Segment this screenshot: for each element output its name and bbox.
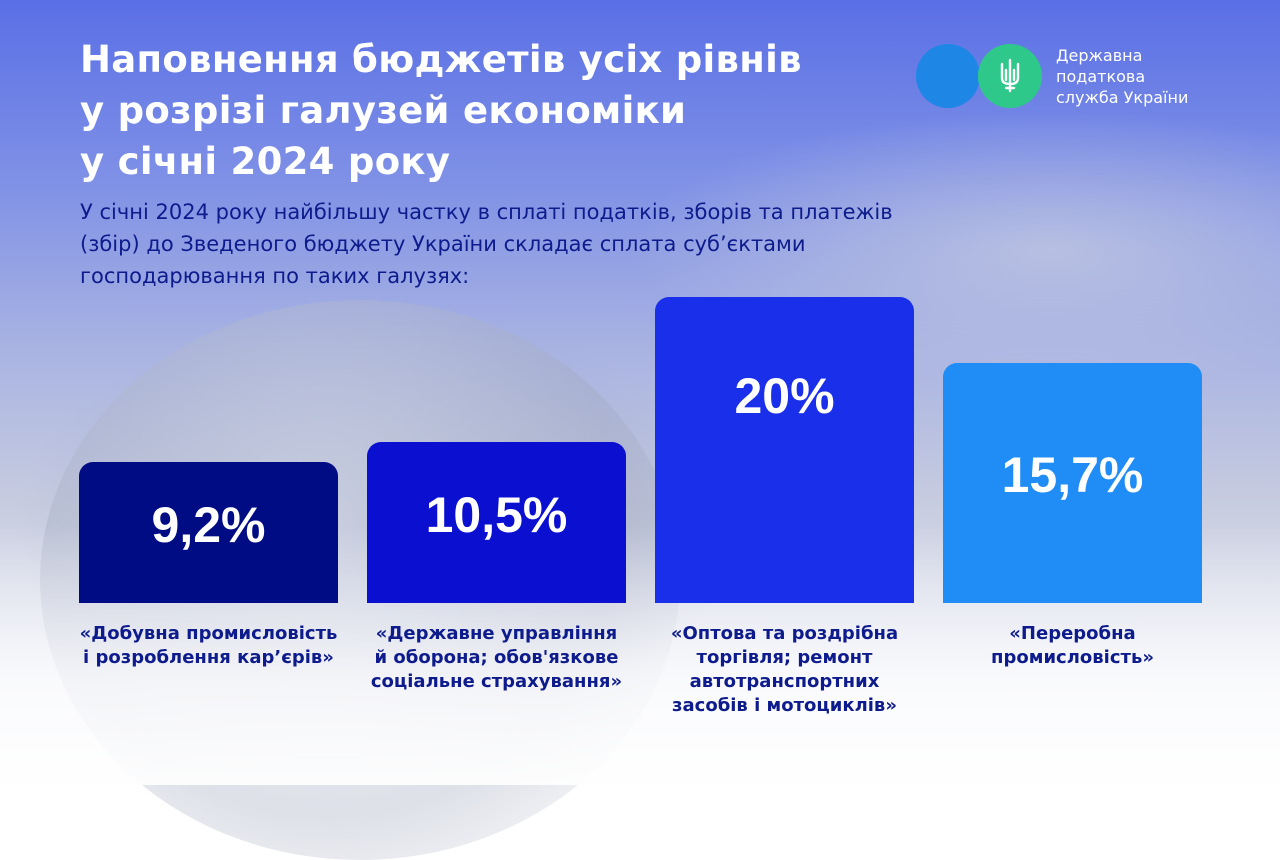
category-label: «Державне управління й оборона; обов'язк… — [370, 623, 623, 692]
bar-value-label: 15,7% — [1001, 447, 1144, 503]
trident-icon — [1000, 58, 1020, 93]
bar-2: 10,5% — [367, 442, 626, 603]
logo-blue-circle — [916, 44, 980, 108]
page-subtitle: У січні 2024 року найбільшу частку в спл… — [80, 200, 893, 288]
logo-green-circle — [978, 44, 1042, 108]
bar-4: 15,7% — [943, 363, 1202, 603]
category-label: «Оптова та роздрібна торгівля; ремонт ав… — [670, 623, 899, 716]
tax-service-logo: Державна податкова служба України — [916, 42, 1246, 112]
category-label: «Добувна промисловість і розроблення кар… — [79, 623, 338, 668]
bar-value-label: 10,5% — [425, 486, 568, 543]
page-title: Наповнення бюджетів усіх рівнів у розріз… — [80, 38, 802, 183]
bar-1: 9,2% — [79, 462, 338, 603]
bar-3: 20% — [655, 297, 914, 603]
logo-text: Державна податкова служба України — [1056, 46, 1189, 107]
bar-chart: 9,2% «Добувна промисловість і розроблення… — [79, 297, 1202, 716]
category-label: «Переробна промисловість» — [991, 623, 1154, 668]
bar-value-label: 9,2% — [151, 496, 266, 553]
bar-value-label: 20% — [734, 368, 835, 424]
